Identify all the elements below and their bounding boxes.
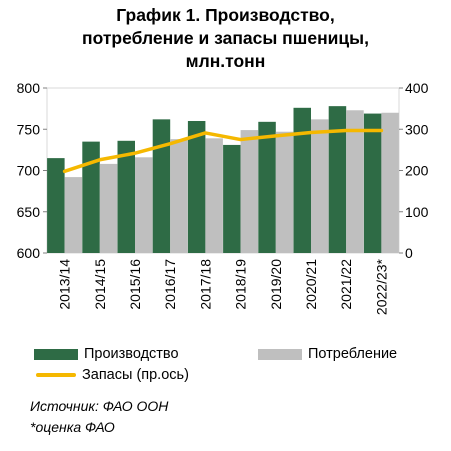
category-label: 2015/16 bbox=[127, 259, 143, 310]
stocks-line bbox=[62, 128, 384, 174]
left-tick-label: 600 bbox=[17, 245, 41, 261]
consumption-bar bbox=[135, 157, 153, 253]
right-tick-label: 300 bbox=[405, 121, 429, 137]
consumption-bar bbox=[205, 138, 223, 253]
consumption-bar bbox=[311, 119, 329, 253]
legend-stocks-label: Запасы (пр.ось) bbox=[82, 367, 189, 383]
legend-consumption: Потребление bbox=[258, 345, 397, 363]
category-label: 2016/17 bbox=[162, 259, 178, 310]
production-bar bbox=[223, 144, 241, 253]
title-line-3: млн.тонн bbox=[185, 51, 266, 71]
right-tick-label: 400 bbox=[405, 80, 429, 96]
production-bar bbox=[258, 121, 276, 253]
production-bar bbox=[117, 140, 135, 253]
source-note: Источник: ФАО ООН bbox=[30, 398, 169, 414]
consumption-bar bbox=[170, 139, 188, 253]
category-label: 2018/19 bbox=[233, 259, 249, 310]
legend-production: Производство bbox=[34, 345, 179, 363]
title-line-2: потребление и запасы пшеницы, bbox=[82, 28, 369, 48]
consumption-bar bbox=[381, 112, 399, 253]
production-bar bbox=[152, 119, 171, 253]
right-tick-label: 100 bbox=[405, 204, 429, 220]
left-tick-label: 700 bbox=[17, 163, 41, 179]
chart-title: График 1. Производство, потребление и за… bbox=[0, 4, 451, 73]
production-bar bbox=[47, 158, 65, 253]
category-label: 2020/21 bbox=[303, 259, 319, 310]
right-tick-label: 0 bbox=[405, 245, 413, 261]
estimate-note: *оценка ФАО bbox=[30, 419, 115, 435]
legend-stocks: Запасы (пр.ось) bbox=[36, 366, 189, 384]
consumption-bar bbox=[64, 177, 83, 253]
left-tick-label: 650 bbox=[17, 204, 41, 220]
category-label: 2021/22 bbox=[338, 259, 354, 310]
category-label: 2019/20 bbox=[268, 259, 284, 310]
legend-production-swatch bbox=[34, 348, 78, 360]
consumption-bar bbox=[240, 130, 259, 253]
category-label: 2014/15 bbox=[92, 259, 108, 310]
category-label: 2013/14 bbox=[57, 259, 73, 310]
consumption-bar bbox=[99, 163, 118, 253]
legend-stocks-swatch bbox=[36, 373, 76, 377]
production-bar bbox=[187, 121, 206, 253]
title-line-1: График 1. Производство, bbox=[116, 5, 335, 25]
production-bar bbox=[328, 106, 347, 254]
consumption-bar bbox=[275, 131, 294, 253]
category-label: 2022/23* bbox=[373, 258, 389, 315]
legend-consumption-swatch bbox=[258, 348, 302, 360]
right-tick-label: 200 bbox=[405, 163, 429, 179]
production-bar bbox=[363, 113, 382, 253]
production-bar bbox=[82, 141, 100, 253]
left-tick-label: 750 bbox=[17, 121, 41, 137]
category-label: 2017/18 bbox=[197, 259, 213, 310]
consumption-bar bbox=[346, 110, 364, 254]
legend-consumption-label: Потребление bbox=[308, 346, 398, 362]
left-tick-label: 800 bbox=[17, 80, 41, 96]
production-bar bbox=[293, 107, 311, 253]
legend-production-label: Производство bbox=[84, 346, 179, 362]
